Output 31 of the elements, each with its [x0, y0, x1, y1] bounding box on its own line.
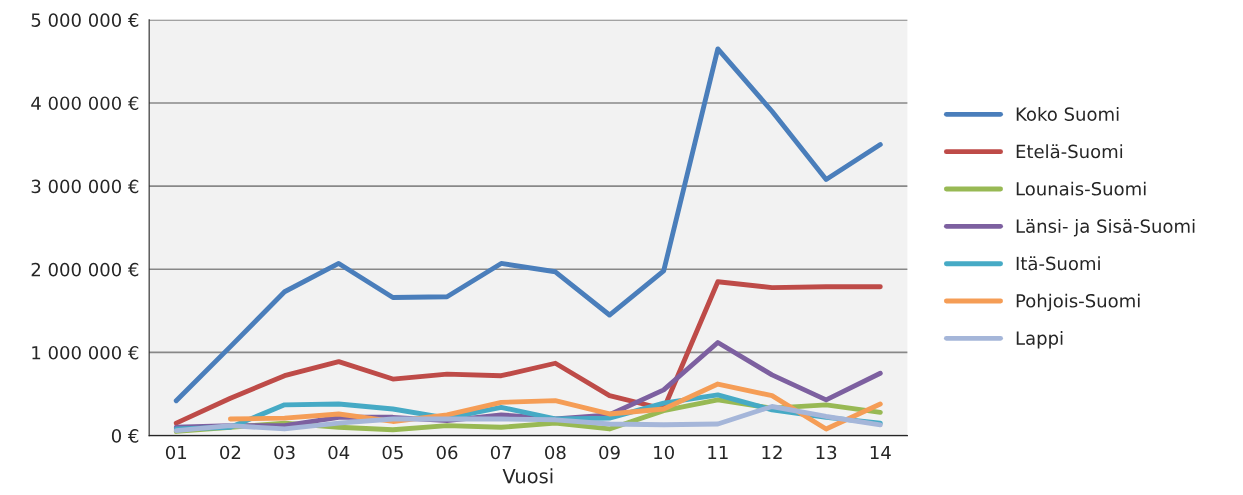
x-tick-label: 14 [870, 445, 891, 460]
y-tick-label: 1 000 000 € [32, 345, 139, 360]
legend-label: Pohjois-Suomi [1016, 293, 1140, 312]
x-tick-label: 08 [545, 445, 566, 460]
legend-label: Etelä-Suomi [1016, 144, 1123, 159]
x-tick-label: 09 [599, 445, 620, 460]
x-tick-label: 01 [165, 445, 187, 460]
legend-label: Länsi- ja Sisä-Suomi [1016, 218, 1195, 237]
y-tick-label: 4 000 000 € [31, 96, 139, 111]
x-tick-label: 02 [220, 445, 241, 460]
y-tick-label: 2 000 000 € [31, 262, 139, 277]
y-tick-label: 3 000 000 € [31, 179, 139, 194]
x-axis-title: Vuosi [502, 468, 553, 484]
x-tick-label: 12 [762, 445, 782, 460]
x-tick-label: 05 [382, 445, 403, 460]
x-tick-label: 07 [490, 445, 512, 460]
legend-label: Koko Suomi [1016, 106, 1119, 121]
x-tick-label: 06 [436, 445, 458, 460]
x-tick-label: 10 [654, 445, 674, 460]
y-tick-label: 5 000 000 € [31, 13, 139, 27]
line-series [173, 404, 883, 434]
legend-label: Itä-Suomi [1016, 256, 1100, 271]
legend-label: Lappi [1016, 330, 1063, 349]
legend-label: Lounais-Suomi [1016, 181, 1146, 196]
x-tick-label: 04 [328, 445, 350, 460]
x-tick-label: 11 [708, 445, 728, 460]
x-tick-label: 03 [274, 445, 295, 460]
y-tick-label: 0 € [111, 429, 139, 443]
x-tick-label: 13 [816, 445, 837, 460]
line-series [173, 46, 883, 404]
line-series [173, 279, 883, 426]
